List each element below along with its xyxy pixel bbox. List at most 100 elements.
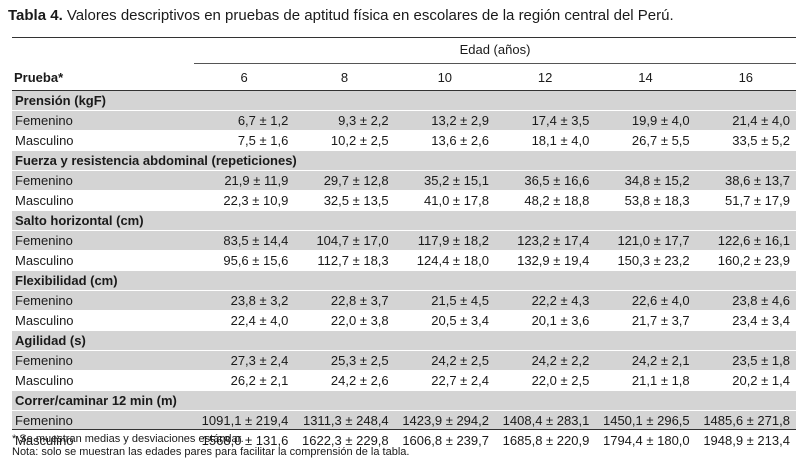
age-header-16: 16: [738, 70, 754, 85]
value-cell: 22,8 ± 3,7: [330, 293, 389, 308]
value-cell: 35,2 ± 15,1: [424, 173, 489, 188]
age-header-6: 6: [240, 70, 248, 85]
age-header-8: 8: [340, 70, 349, 85]
value-cell: 1091,1 ± 219,4: [201, 413, 289, 428]
value-cell: 24,2 ± 2,2: [531, 353, 590, 368]
value-cell: 23,8 ± 4,6: [732, 293, 790, 308]
value-cell: 38,6 ± 13,7: [725, 173, 790, 188]
value-cell: 22,7 ± 2,4: [431, 373, 489, 388]
section-title: Prensión (kgF): [15, 93, 107, 108]
sex-label: Femenino: [15, 293, 73, 308]
value-cell: 13,2 ± 2,9: [431, 113, 489, 128]
value-cell: 121,0 ± 17,7: [617, 233, 690, 248]
value-cell: 18,1 ± 4,0: [531, 133, 590, 148]
top-rule: [12, 37, 796, 38]
value-cell: 1794,4 ± 180,0: [602, 433, 690, 448]
sex-label: Masculino: [15, 313, 74, 328]
table-row: Masculino 1568,0 ± 131,6 1622,3 ± 229,8 160…: [12, 431, 796, 451]
value-cell: 95,6 ± 15,6: [223, 253, 289, 268]
table-row: Femenino 23,8 ± 3,2 22,8 ± 3,7 21,5 ± 4,5 22…: [12, 291, 796, 311]
value-cell: 132,9 ± 19,4: [517, 253, 590, 268]
value-cell: 23,4 ± 3,4: [732, 313, 790, 328]
value-cell: 22,6 ± 4,0: [631, 293, 690, 308]
section-title: Flexibilidad (cm): [15, 273, 118, 288]
value-cell: 83,5 ± 14,4: [223, 233, 289, 248]
section-header-row: Correr/caminar 12 min (m): [12, 391, 796, 411]
value-cell: 1948,9 ± 213,4: [703, 433, 790, 448]
section-header-row: Salto horizontal (cm): [12, 211, 796, 231]
value-cell: 48,2 ± 18,8: [524, 193, 590, 208]
value-cell: 6,7 ± 1,2: [237, 113, 289, 128]
table-row: Femenino 21,9 ± 11,9 29,7 ± 12,8 35,2 ± 15,…: [12, 171, 796, 191]
section-header-row: Flexibilidad (cm): [12, 271, 796, 291]
footnote-nota: Nota: solo se muestran las edades pares …: [12, 446, 410, 458]
value-cell: 21,1 ± 1,8: [631, 373, 690, 388]
sex-label: Masculino: [15, 373, 74, 388]
age-header-10: 10: [437, 70, 453, 85]
sex-label: Masculino: [15, 193, 74, 208]
value-cell: 112,7 ± 18,3: [317, 253, 389, 268]
section-header-row: Agilidad (s): [12, 331, 796, 351]
value-cell: 22,2 ± 4,3: [531, 293, 590, 308]
value-cell: 21,9 ± 11,9: [224, 173, 289, 188]
header-rule: [12, 90, 796, 91]
value-cell: 117,9 ± 18,2: [417, 233, 489, 248]
value-cell: 20,1 ± 3,6: [531, 313, 590, 328]
value-cell: 21,7 ± 3,7: [631, 313, 690, 328]
value-cell: 34,8 ± 15,2: [624, 173, 690, 188]
prueba-column-header: Prueba*: [14, 70, 64, 85]
table-row: Masculino 22,4 ± 4,0 22,0 ± 3,8 20,5 ± 3,4 2…: [12, 311, 796, 331]
table-row: Masculino 22,3 ± 10,9 32,5 ± 13,5 41,0 ± 17…: [12, 191, 796, 211]
value-cell: 20,5 ± 3,4: [431, 313, 489, 328]
value-cell: 124,4 ± 18,0: [416, 253, 489, 268]
table-row: Masculino 95,6 ± 15,6 112,7 ± 18,3 124,4 ± …: [12, 251, 796, 271]
value-cell: 10,2 ± 2,5: [330, 133, 389, 148]
value-cell: 123,2 ± 17,4: [517, 233, 590, 248]
value-cell: 19,9 ± 4,0: [631, 113, 690, 128]
sex-label: Femenino: [15, 233, 73, 248]
value-cell: 104,7 ± 17,0: [316, 233, 389, 248]
table-row: Masculino 7,5 ± 1,6 10,2 ± 2,5 13,6 ± 2,6 18…: [12, 131, 796, 151]
value-cell: 1450,1 ± 296,5: [602, 413, 690, 428]
footnotes: * Se muestran medias y desviaciones está…: [12, 433, 409, 459]
sex-label: Masculino: [15, 133, 74, 148]
value-cell: 53,8 ± 18,3: [624, 193, 690, 208]
section-header-row: Fuerza y resistencia abdominal (repetici…: [12, 151, 796, 171]
value-cell: 26,2 ± 2,1: [230, 373, 289, 388]
value-cell: 160,2 ± 23,9: [717, 253, 790, 268]
value-cell: 150,3 ± 23,2: [617, 253, 690, 268]
value-cell: 1311,3 ± 248,4: [302, 413, 389, 428]
value-cell: 13,6 ± 2,6: [431, 133, 489, 148]
value-cell: 26,7 ± 5,5: [631, 133, 690, 148]
value-cell: 1485,6 ± 271,8: [703, 413, 790, 428]
sex-label: Femenino: [15, 353, 73, 368]
value-cell: 21,5 ± 4,5: [431, 293, 489, 308]
value-cell: 22,4 ± 4,0: [230, 313, 289, 328]
value-cell: 36,5 ± 16,6: [524, 173, 590, 188]
footnote-asterisk: * Se muestran medias y desviaciones está…: [12, 433, 244, 445]
age-group-header: Edad (años): [459, 42, 531, 57]
bottom-rule: [12, 429, 796, 430]
value-cell: 29,7 ± 12,8: [323, 173, 389, 188]
value-cell: 23,8 ± 3,2: [230, 293, 289, 308]
section-header-row: Prensión (kgF): [12, 91, 796, 111]
age-header-12: 12: [537, 70, 553, 85]
age-column-headers: 6 8 10 12 14 16: [194, 70, 796, 86]
sex-label: Femenino: [15, 413, 73, 428]
section-title: Correr/caminar 12 min (m): [15, 393, 177, 408]
value-cell: 51,7 ± 17,9: [725, 193, 790, 208]
table-number: Tabla 4.: [8, 7, 63, 24]
sex-label: Masculino: [15, 253, 74, 268]
value-cell: 17,4 ± 3,5: [531, 113, 590, 128]
value-cell: 22,0 ± 3,8: [330, 313, 389, 328]
value-cell: 21,4 ± 4,0: [732, 113, 790, 128]
section-title: Agilidad (s): [15, 333, 86, 348]
value-cell: 27,3 ± 2,4: [230, 353, 289, 368]
section-title: Fuerza y resistencia abdominal (repetici…: [15, 153, 297, 168]
value-cell: 1423,9 ± 294,2: [402, 413, 489, 428]
value-cell: 32,5 ± 13,5: [323, 193, 389, 208]
value-cell: 1408,4 ± 283,1: [502, 413, 590, 428]
table-title: Tabla 4. Valores descriptivos en pruebas…: [8, 7, 674, 25]
table-row: Masculino 26,2 ± 2,1 24,2 ± 2,6 22,7 ± 2,4 2…: [12, 371, 796, 391]
